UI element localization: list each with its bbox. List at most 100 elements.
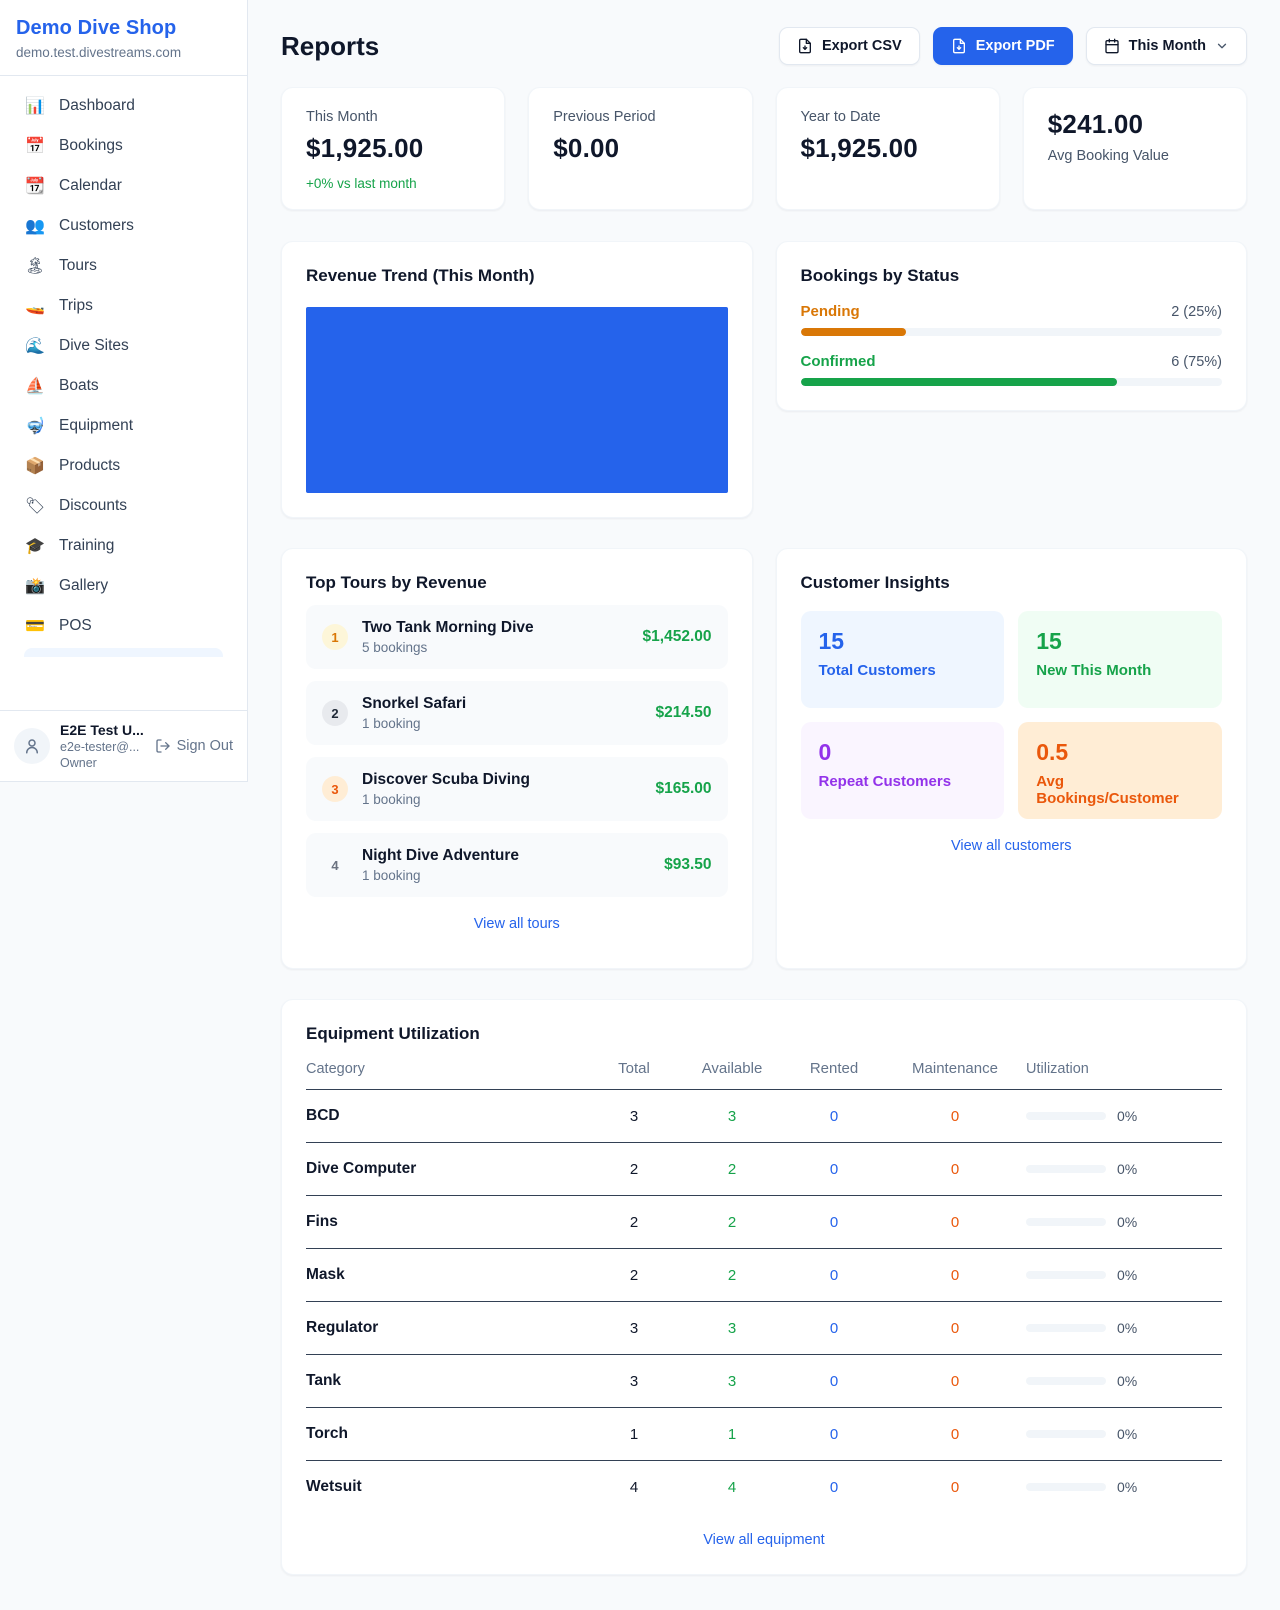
status-bar-track	[800, 378, 1222, 386]
equipment-total: 2	[629, 1213, 639, 1231]
insight-tiles: 15 Total Customers 15 New This Month 0 R…	[800, 611, 1222, 819]
insights-row: Top Tours by Revenue 1 Two Tank Morning …	[281, 548, 1247, 969]
equipment-utilization-title: Equipment Utilization	[306, 1024, 480, 1043]
sidebar-item-tours[interactable]: 🏝 Tours	[12, 246, 235, 286]
tile-label: Avg Bookings/Customer	[1036, 773, 1179, 807]
view-all-equipment-link[interactable]: View all equipment	[703, 1532, 825, 1548]
main-content: Reports Export CSV Export PDF This Month…	[248, 0, 1280, 1575]
equipment-available: 2	[727, 1266, 737, 1284]
shop-domain: demo.test.divestreams.com	[16, 45, 182, 60]
sidebar-item-products[interactable]: 📦 Products	[12, 446, 235, 486]
page-title: Reports	[281, 30, 380, 61]
view-all-customers-link[interactable]: View all customers	[950, 838, 1072, 854]
tour-list-item[interactable]: 3 Discover Scuba Diving 1 booking $165.0…	[306, 757, 728, 821]
view-all-tours-link[interactable]: View all tours	[473, 916, 560, 932]
equipment-utilization-cell: 0%	[1026, 1320, 1222, 1336]
sidebar-item-pos[interactable]: 💳 POS	[12, 606, 235, 646]
sidebar-item-dive-sites[interactable]: 🌊 Dive Sites	[12, 326, 235, 366]
sidebar-header: Demo Dive Shop demo.test.divestreams.com	[0, 0, 247, 76]
equipment-row: Dive Computer 2 2 0 0 0%	[306, 1143, 1222, 1196]
sidebar-item-label: Dive Sites	[59, 337, 129, 354]
rank-badge: 1	[322, 624, 348, 650]
export-pdf-button[interactable]: Export PDF	[932, 27, 1073, 65]
equipment-utilization-cell: 0%	[1026, 1426, 1222, 1442]
tag-icon: 🏷	[24, 498, 46, 515]
sidebar-item-boats[interactable]: ⛵ Boats	[12, 366, 235, 406]
stat-label: Year to Date	[800, 109, 881, 125]
utilization-percent: 0%	[1117, 1320, 1138, 1336]
equipment-row: Tank 3 3 0 0 0%	[306, 1355, 1222, 1408]
island-icon: 🏝	[24, 258, 46, 275]
revenue-trend-card: Revenue Trend (This Month)	[281, 241, 753, 518]
equipment-category: BCD	[306, 1107, 340, 1124]
page-header: Reports Export CSV Export PDF This Month	[281, 27, 1247, 65]
status-value-confirmed: 6 (75%)	[1171, 354, 1222, 370]
col-maintenance: Maintenance	[912, 1060, 998, 1077]
equipment-maintenance: 0	[950, 1213, 960, 1231]
equipment-rented: 0	[829, 1478, 839, 1496]
status-row: Confirmed 6 (75%)	[800, 353, 1222, 386]
sidebar-item-label: Boats	[59, 377, 99, 394]
utilization-percent: 0%	[1117, 1161, 1138, 1177]
utilization-percent: 0%	[1117, 1426, 1138, 1442]
utilization-percent: 0%	[1117, 1214, 1138, 1230]
equipment-available: 3	[727, 1107, 737, 1125]
export-csv-button[interactable]: Export CSV	[778, 27, 920, 65]
equipment-total: 1	[629, 1425, 639, 1443]
camera-icon: 📸	[25, 578, 45, 595]
sidebar-item-label: Tours	[59, 257, 97, 274]
tour-list-item[interactable]: 4 Night Dive Adventure 1 booking $93.50	[306, 833, 728, 897]
equipment-total: 3	[629, 1372, 639, 1390]
sidebar-item-training[interactable]: 🎓 Training	[12, 526, 235, 566]
equipment-total: 2	[629, 1266, 639, 1284]
sidebar-item-trips[interactable]: 🚤 Trips	[12, 286, 235, 326]
bar-chart-icon: 📊	[25, 98, 45, 115]
person-icon	[26, 739, 38, 754]
rank-badge: 3	[322, 776, 348, 802]
calendar-date-icon: 📅	[25, 138, 45, 155]
sidebar-item-dashboard[interactable]: 📊 Dashboard	[12, 86, 235, 126]
tile-label: New This Month	[1036, 662, 1152, 679]
equipment-maintenance: 0	[950, 1160, 960, 1178]
bookings-by-status-card: Bookings by Status Pending 2 (25%) Confi…	[775, 241, 1247, 411]
tile-value: 15	[818, 628, 845, 654]
tile-total-customers: 15 Total Customers	[800, 611, 1005, 708]
sidebar-item-label: Discounts	[59, 497, 128, 514]
tour-bookings: 5 bookings	[362, 640, 428, 655]
equipment-category: Regulator	[306, 1319, 379, 1336]
sidebar-item-bookings[interactable]: 📅 Bookings	[12, 126, 235, 166]
stat-value: $1,925.00	[306, 133, 424, 163]
stat-value: $1,925.00	[800, 133, 918, 163]
equipment-available: 2	[727, 1160, 737, 1178]
stat-card-year-to-date: Year to Date $1,925.00	[775, 87, 1000, 210]
equipment-maintenance: 0	[950, 1425, 960, 1443]
sidebar-item-discounts[interactable]: 🏷 Discounts	[12, 486, 235, 526]
sidebar-item-calendar[interactable]: 📆 Calendar	[12, 166, 235, 206]
tour-revenue: $1,452.00	[642, 628, 712, 645]
equipment-rented: 0	[829, 1107, 839, 1125]
equipment-category: Tank	[306, 1372, 342, 1389]
sign-out-button[interactable]: Sign Out	[155, 738, 233, 754]
status-label-confirmed: Confirmed	[800, 353, 876, 370]
stat-value: $241.00	[1047, 109, 1144, 139]
tile-value: 15	[1036, 628, 1062, 654]
period-selector[interactable]: This Month	[1085, 27, 1247, 65]
tour-list-item[interactable]: 2 Snorkel Safari 1 booking $214.50	[306, 681, 728, 745]
equipment-maintenance: 0	[950, 1266, 960, 1284]
sidebar-item-gallery[interactable]: 📸 Gallery	[12, 566, 235, 606]
col-available: Available	[701, 1060, 763, 1077]
equipment-rented: 0	[829, 1372, 839, 1390]
sidebar: Demo Dive Shop demo.test.divestreams.com…	[0, 0, 248, 782]
sidebar-item-reports-active-partial[interactable]	[24, 648, 223, 657]
equipment-utilization-cell: 0%	[1026, 1161, 1222, 1177]
sidebar-item-equipment[interactable]: 🤿 Equipment	[12, 406, 235, 446]
tour-list-item[interactable]: 1 Two Tank Morning Dive 5 bookings $1,45…	[306, 605, 728, 669]
utilization-bar	[1026, 1430, 1106, 1438]
equipment-total: 3	[629, 1319, 639, 1337]
col-total: Total	[618, 1060, 650, 1077]
sidebar-item-customers[interactable]: 👥 Customers	[12, 206, 235, 246]
sidebar-item-label: Dashboard	[59, 97, 135, 114]
people-icon: 👥	[25, 218, 45, 235]
tile-value: 0	[818, 739, 832, 765]
tour-name: Two Tank Morning Dive	[362, 619, 534, 636]
